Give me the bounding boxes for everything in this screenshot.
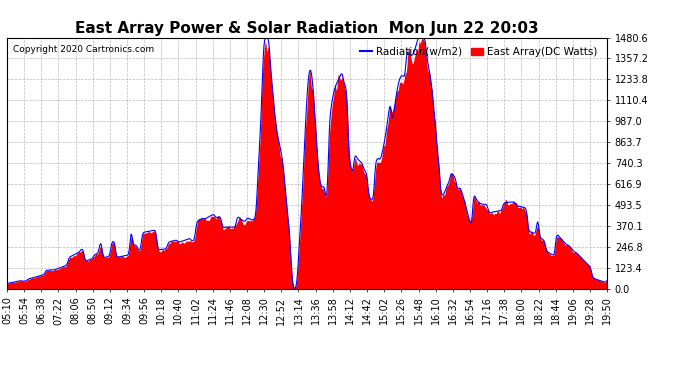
Text: Copyright 2020 Cartronics.com: Copyright 2020 Cartronics.com	[13, 45, 154, 54]
Legend: Radiation(w/m2), East Array(DC Watts): Radiation(w/m2), East Array(DC Watts)	[355, 43, 602, 61]
Title: East Array Power & Solar Radiation  Mon Jun 22 20:03: East Array Power & Solar Radiation Mon J…	[75, 21, 539, 36]
